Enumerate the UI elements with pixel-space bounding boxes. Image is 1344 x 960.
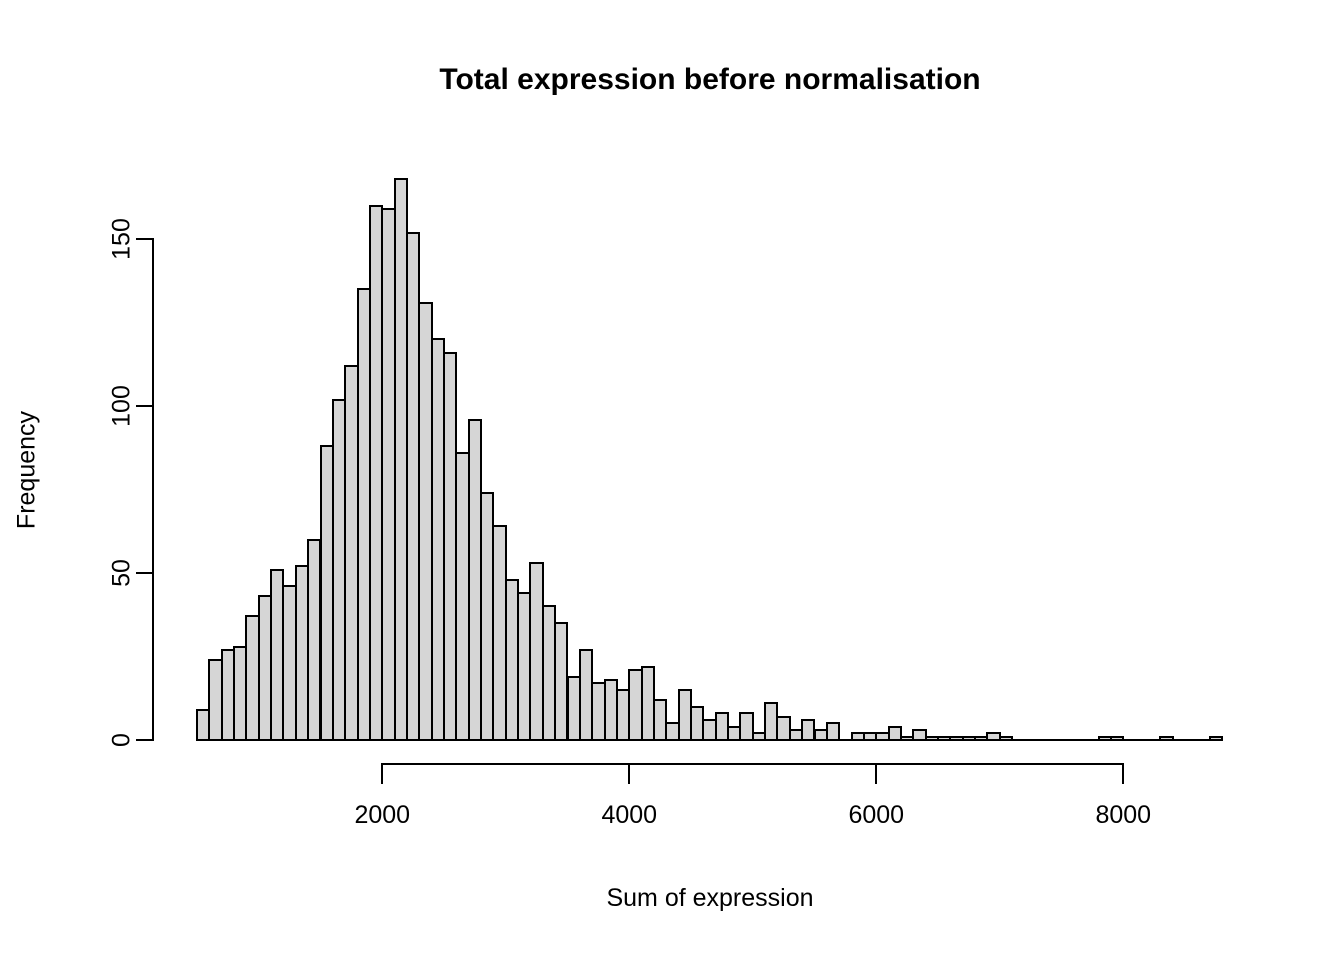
histogram-bar — [1159, 735, 1174, 741]
histogram-bar — [776, 715, 791, 741]
x-tick-label: 8000 — [1095, 801, 1152, 829]
x-axis-tick — [381, 763, 384, 784]
histogram-bar — [825, 722, 841, 741]
histogram-bar — [739, 712, 754, 741]
x-axis-tick — [875, 763, 878, 784]
x-tick-label: 2000 — [354, 801, 411, 829]
y-axis-line — [152, 238, 154, 741]
y-tick-label: 50 — [107, 559, 136, 587]
x-tick-label: 6000 — [848, 801, 905, 829]
x-axis-tick — [1122, 763, 1125, 784]
y-axis-tick — [136, 405, 152, 408]
histogram-bar — [887, 725, 902, 741]
x-axis-tick — [628, 763, 631, 784]
y-axis-label: Frequency — [12, 410, 41, 530]
y-axis-tick — [136, 572, 152, 575]
y-tick-label: 100 — [107, 385, 136, 428]
x-axis-label: Sum of expression — [606, 884, 814, 912]
histogram-bar — [1208, 735, 1224, 741]
y-axis-tick — [136, 739, 152, 741]
histogram-bar — [912, 728, 927, 741]
histogram-bar — [998, 735, 1014, 741]
histogram-bar — [652, 698, 668, 741]
y-tick-label: 150 — [107, 218, 136, 261]
histogram-bar — [1109, 735, 1125, 741]
x-tick-label: 4000 — [601, 801, 658, 829]
x-axis-line — [381, 763, 1125, 765]
chart-title: Total expression before normalisation — [439, 63, 981, 96]
y-tick-label: 0 — [107, 733, 136, 747]
y-axis-tick — [136, 238, 152, 241]
